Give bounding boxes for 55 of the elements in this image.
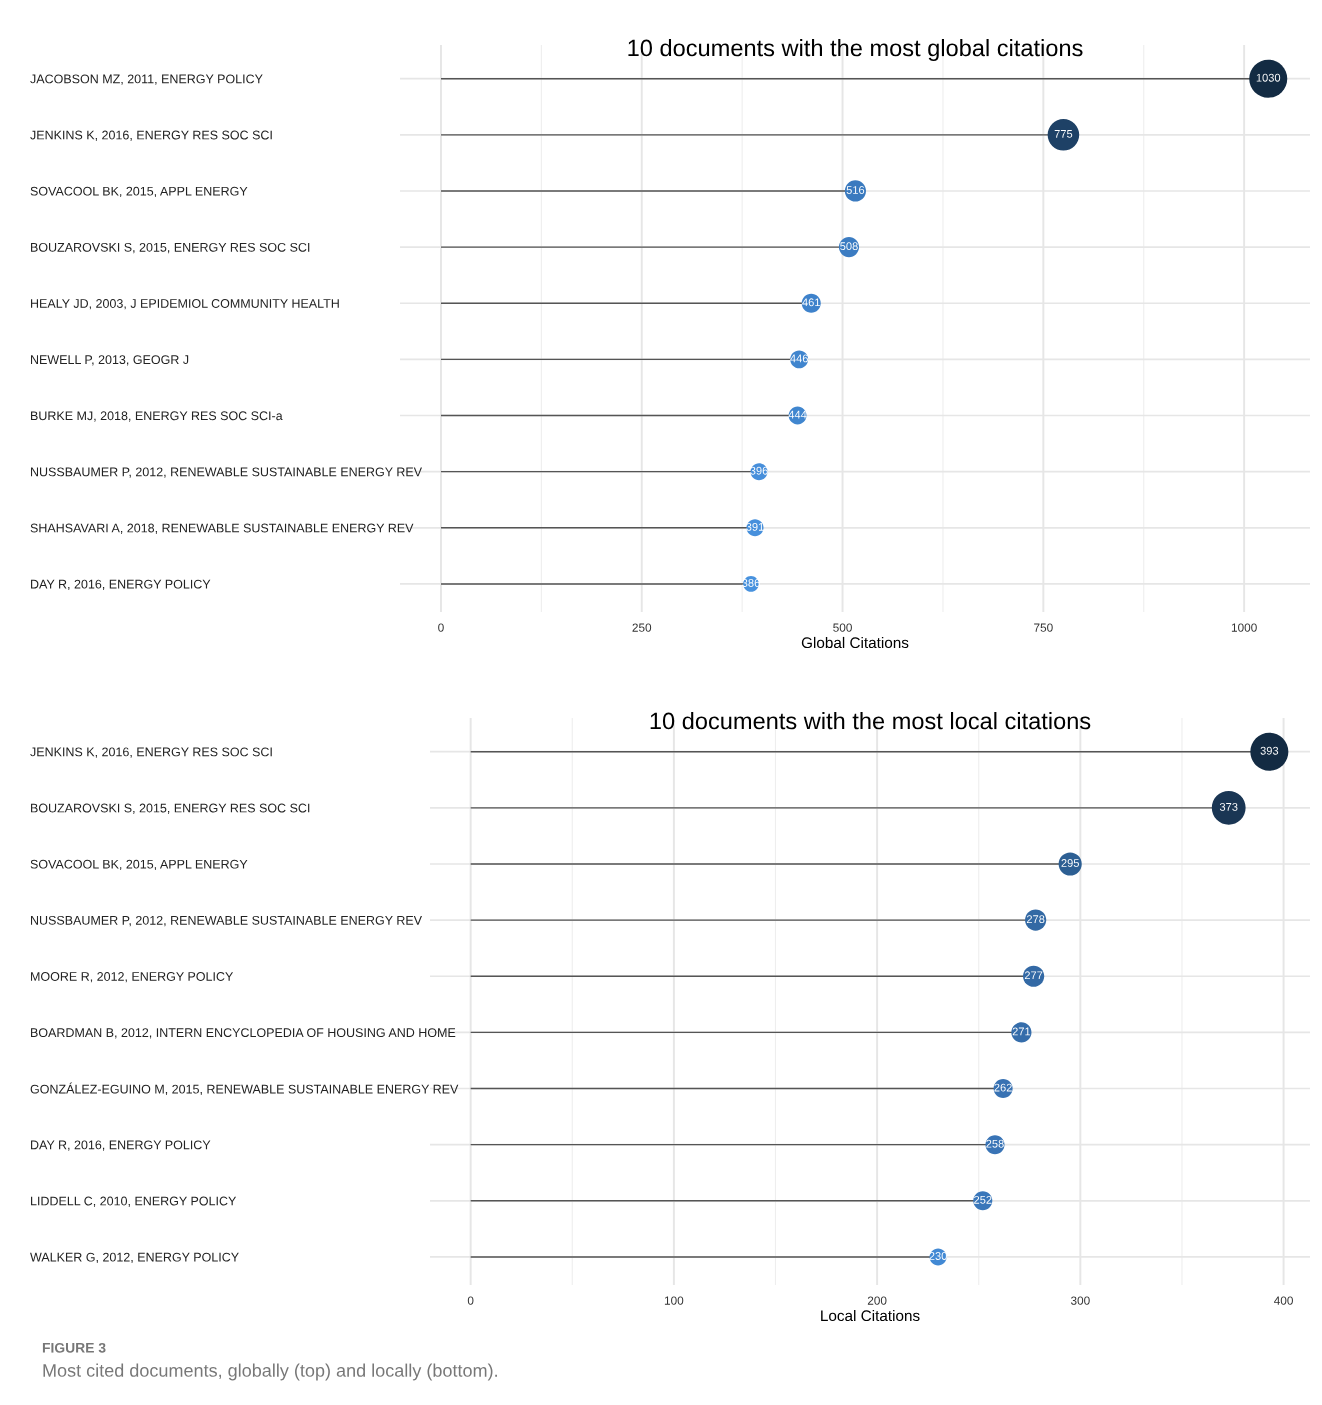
- y-tick-label: HEALY JD, 2003, J EPIDEMIOL COMMUNITY HEALTH: [31, 299, 339, 310]
- data-label: 258: [986, 1139, 1004, 1148]
- y-tick-label: MOORE R, 2012, ENERGY POLICY: [31, 972, 234, 983]
- data-label: 373: [1219, 802, 1238, 811]
- data-label: 1030: [1256, 73, 1281, 82]
- x-tick-label: 1000: [1231, 623, 1257, 632]
- data-label: 775: [1054, 130, 1073, 138]
- caption: FIGURE 3: [42, 1342, 106, 1353]
- x-tick-label: 0: [438, 623, 444, 632]
- y-tick-label: BOUZAROVSKI S, 2015, ENERGY RES SOC SCI: [31, 803, 310, 814]
- data-label: 508: [840, 242, 858, 251]
- y-tick-label: GONZÁLEZ-EGUINO M, 2015, RENEWABLE SUSTAINABLE ENERGY REV: [30, 1082, 459, 1096]
- y-tick-label: SOVACOOL BK, 2015, APPL ENERGY: [30, 186, 248, 198]
- data-label: 444: [788, 410, 807, 419]
- x-tick-label: 200: [867, 1296, 887, 1305]
- x-tick-label: 500: [833, 623, 852, 632]
- data-label: 393: [1260, 746, 1279, 755]
- y-tick-label: WALKER G, 2012, ENERGY POLICY: [30, 1252, 239, 1264]
- y-tick-label: SHAHSAVARI A, 2018, RENEWABLE SUSTAINABLE ENERGY REV: [30, 523, 414, 534]
- y-tick-label: SOVACOOL BK, 2015, APPL ENERGY: [30, 859, 248, 871]
- x-tick-label: 400: [1274, 1296, 1293, 1305]
- x-tick-label: 250: [632, 623, 652, 632]
- data-label: 295: [1061, 859, 1079, 867]
- data-label: 516: [846, 186, 865, 194]
- chart-title: 10 documents with the most local citations: [650, 712, 1091, 730]
- y-tick-label: JACOBSON MZ, 2011, ENERGY POLICY: [30, 74, 263, 85]
- y-tick-label: NUSSBAUMER P, 2012, RENEWABLE SUSTAINABLE ENERGY REV: [31, 467, 422, 478]
- y-tick-label: BURKE MJ, 2018, ENERGY RES SOC SCI-a: [31, 411, 283, 422]
- text: Most cited documents, globally (top) and locally (bottom).: [43, 1363, 497, 1381]
- data-label: 391: [746, 522, 764, 531]
- data-label: 277: [1024, 971, 1043, 980]
- y-tick-label: NUSSBAUMER P, 2012, RENEWABLE SUSTAINABLE ENERGY REV: [31, 915, 422, 927]
- x-tick-label: 300: [1070, 1296, 1090, 1305]
- data-label: 262: [994, 1083, 1012, 1092]
- y-tick-label: JENKINS K, 2016, ENERGY RES SOC SCI: [30, 130, 272, 141]
- x-tick-label: 750: [1034, 623, 1053, 632]
- y-tick-label: LIDDELL C, 2010, ENERGY POLICY: [31, 1196, 237, 1207]
- x-tick-label: 100: [664, 1296, 684, 1305]
- x-tick-label: 0: [467, 1296, 474, 1305]
- x-axis-title: Global Citations: [801, 636, 909, 649]
- y-tick-label: NEWELL P, 2013, GEOGR J: [31, 355, 189, 366]
- data-label: 252: [974, 1195, 992, 1204]
- y-tick-label: DAY R, 2016, ENERGY POLICY: [31, 579, 211, 591]
- data-label: 230: [929, 1252, 947, 1260]
- y-tick-label: BOUZAROVSKI S, 2015, ENERGY RES SOC SCI: [31, 242, 310, 254]
- data-label: 278: [1026, 915, 1045, 924]
- y-tick-label: BOARDMAN B, 2012, INTERN ENCYCLOPEDIA OF HOUSING AND HOME: [31, 1028, 456, 1039]
- data-label: 461: [802, 298, 820, 307]
- data-label: 446: [790, 354, 808, 363]
- data-label: 396: [750, 466, 768, 475]
- y-tick-label: JENKINS K, 2016, ENERGY RES SOC SCI: [30, 747, 272, 758]
- data-label: 271: [1012, 1027, 1031, 1036]
- y-tick-label: DAY R, 2016, ENERGY POLICY: [31, 1140, 211, 1151]
- x-axis-title: Local Citations: [821, 1309, 920, 1322]
- chart-title: 10 documents with the most global citations: [628, 39, 1083, 62]
